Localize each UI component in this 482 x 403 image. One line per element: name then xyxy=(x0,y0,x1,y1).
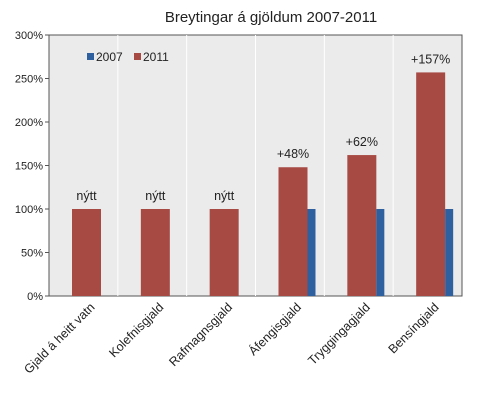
data-label: +62% xyxy=(346,135,378,149)
bar-2011 xyxy=(416,72,446,296)
x-axis: Gjald á heitt vatn Kolefnisgjald Rafmagnsg… xyxy=(21,299,441,376)
bars xyxy=(72,72,454,296)
bar-2011 xyxy=(347,155,377,296)
category-separators xyxy=(117,35,394,296)
bar-2007 xyxy=(445,209,454,296)
bar-2011 xyxy=(278,167,308,296)
legend-label: 2007 xyxy=(96,50,123,64)
legend-label: 2011 xyxy=(143,50,169,64)
x-tick-label: Kolefnisgjald xyxy=(106,300,166,360)
y-tick-label: 50% xyxy=(21,248,43,260)
data-label: nýtt xyxy=(214,189,235,203)
y-tick-label: 150% xyxy=(15,161,43,173)
legend-swatch xyxy=(134,53,141,60)
y-tick-label: 200% xyxy=(15,117,43,129)
data-label: nýtt xyxy=(145,189,166,203)
y-tick-label: 100% xyxy=(15,204,43,216)
x-tick-label: Tryggingagjald xyxy=(305,300,373,368)
x-tick-label: Rafmagnsgjald xyxy=(166,300,235,369)
x-tick-label: Áfengisgjald xyxy=(245,299,304,358)
bar-2011 xyxy=(72,209,101,296)
chart-title: Breytingar á gjöldum 2007-2011 xyxy=(165,9,377,26)
bar-2011 xyxy=(209,209,239,296)
bar-2007 xyxy=(307,209,316,296)
y-tick-label: 250% xyxy=(15,74,43,86)
legend: 2007 2011 xyxy=(87,50,169,64)
x-tick-label: Bensíngjald xyxy=(386,300,442,356)
y-axis: 0% 50% 100% 150% 200% 250% 300% xyxy=(15,30,49,303)
x-tick-label: Gjald á heitt vatn xyxy=(21,300,97,376)
data-labels: nýtt nýtt nýtt +48% +62% +157% xyxy=(76,52,450,203)
y-tick-label: 300% xyxy=(15,30,43,42)
data-label: +48% xyxy=(277,147,309,161)
data-label: nýtt xyxy=(76,189,97,203)
data-label: +157% xyxy=(411,52,450,66)
y-tick-label: 0% xyxy=(27,291,43,303)
bar-2007 xyxy=(376,209,385,296)
legend-swatch xyxy=(87,53,94,60)
bar-2011 xyxy=(140,209,170,296)
